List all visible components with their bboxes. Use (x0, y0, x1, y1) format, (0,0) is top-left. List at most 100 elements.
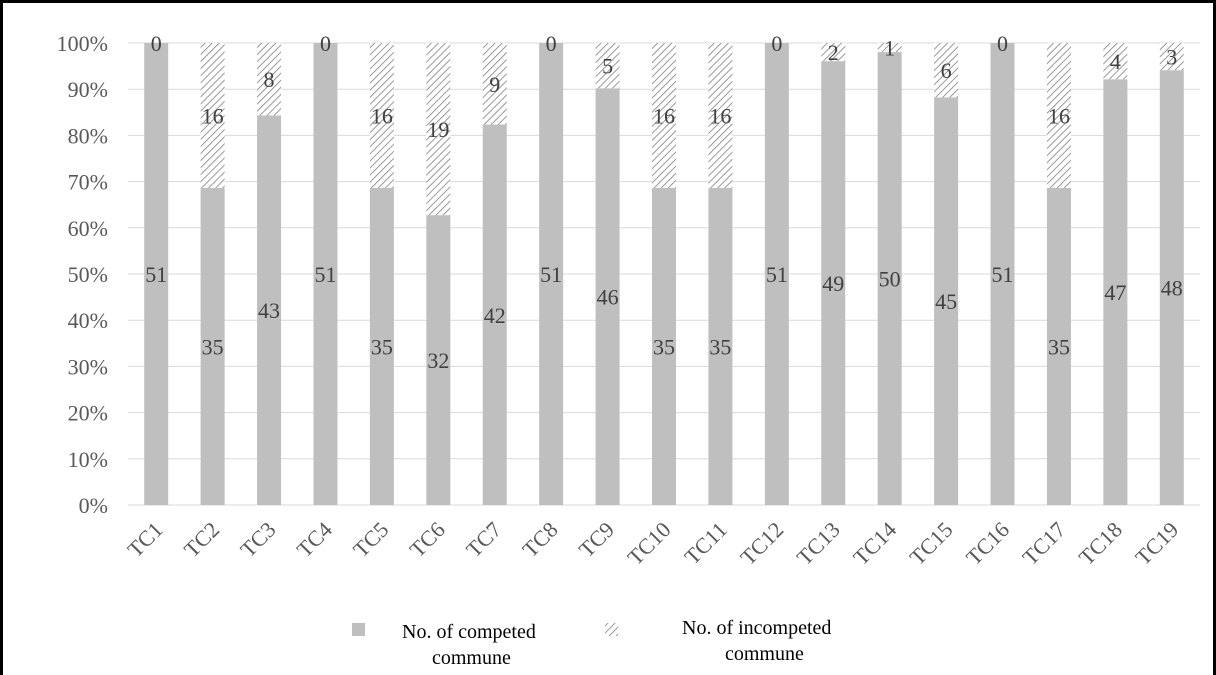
bar-competed (708, 187, 733, 506)
bar-incompeted (934, 43, 959, 98)
data-label-competed: 35 (653, 334, 675, 359)
bar-incompeted (708, 43, 733, 188)
x-tick-label: TC12 (735, 517, 788, 570)
bar-incompeted (426, 43, 451, 216)
x-tick-label: TC18 (1074, 517, 1127, 570)
data-label-competed: 43 (258, 298, 280, 323)
data-label-competed: 51 (540, 262, 562, 287)
bar-incompeted (257, 43, 282, 116)
data-label-competed: 46 (597, 285, 619, 310)
x-tick-label: TC11 (679, 517, 732, 570)
data-label-competed: 32 (427, 348, 449, 373)
bar-competed (144, 43, 169, 505)
data-label-competed: 35 (709, 334, 731, 359)
x-tick-label: TC1 (122, 517, 167, 562)
x-tick-label: TC9 (574, 517, 619, 562)
data-label-competed: 35 (371, 334, 393, 359)
y-tick-label: 30% (68, 354, 108, 379)
x-tick-label: TC5 (348, 517, 393, 562)
bar-incompeted (595, 43, 620, 89)
data-label-competed: 51 (145, 262, 167, 287)
legend-label-competed-line1: No. of competed (402, 621, 536, 643)
data-label-competed: 48 (1161, 276, 1183, 301)
bar-incompeted (652, 43, 676, 188)
data-label-incompeted: 16 (371, 103, 393, 128)
data-label-incompeted: 0 (546, 31, 557, 56)
legend-label-incompeted-line1: No. of incompeted (682, 617, 831, 639)
x-tick-label: TC2 (179, 517, 224, 562)
data-label-incompeted: 16 (202, 103, 224, 128)
bar-incompeted (482, 43, 507, 125)
data-label-competed: 49 (822, 271, 844, 296)
x-tick-label: TC6 (405, 517, 450, 562)
data-label-incompeted: 16 (709, 103, 731, 128)
bar-competed (1103, 79, 1128, 505)
data-label-incompeted: 16 (653, 103, 675, 128)
y-tick-label: 90% (68, 77, 108, 102)
data-label-competed: 47 (1104, 280, 1126, 305)
data-label-incompeted: 0 (997, 31, 1008, 56)
bar-incompeted (369, 43, 394, 188)
legend-label-incompeted-line2: commune (725, 643, 804, 665)
bar-incompeted (821, 43, 846, 62)
legend-swatch-incompeted (605, 623, 618, 636)
bar-competed (595, 88, 620, 505)
data-label-competed: 51 (992, 262, 1014, 287)
data-label-competed: 51 (314, 262, 336, 287)
bar-competed (200, 187, 225, 506)
data-label-competed: 51 (766, 262, 788, 287)
bar-incompeted (1103, 43, 1128, 80)
bar-incompeted (1159, 43, 1184, 71)
y-tick-label: 80% (68, 123, 108, 148)
data-label-incompeted: 4 (1110, 49, 1121, 74)
bar-competed (990, 43, 1015, 505)
data-label-incompeted: 0 (320, 31, 331, 56)
bar-competed (1159, 70, 1184, 506)
bar-competed (877, 52, 902, 505)
y-tick-label: 10% (68, 447, 108, 472)
bar-competed (257, 115, 282, 506)
y-tick-label: 40% (68, 308, 108, 333)
bar-incompeted (877, 43, 902, 53)
x-tick-label: TC16 (961, 517, 1014, 570)
y-tick-label: 100% (57, 31, 108, 56)
data-label-competed: 35 (202, 334, 224, 359)
x-tick-label: TC3 (235, 517, 280, 562)
bar-competed (482, 124, 507, 505)
data-label-incompeted: 19 (427, 117, 449, 142)
y-tick-label: 0% (79, 493, 108, 518)
data-label-competed: 42 (484, 303, 506, 328)
data-label-incompeted: 8 (264, 67, 275, 92)
data-label-incompeted: 9 (489, 72, 500, 97)
data-label-incompeted: 0 (151, 31, 162, 56)
bar-competed (539, 43, 564, 505)
data-label-incompeted: 0 (771, 31, 782, 56)
bar-competed (426, 215, 451, 505)
x-tick-label: TC19 (1130, 517, 1183, 570)
data-label-competed: 50 (879, 267, 901, 292)
bar-competed (313, 43, 338, 505)
legend: No. of competed commune No. of incompete… (352, 617, 831, 669)
x-tick-label: TC15 (905, 517, 958, 570)
y-tick-label: 60% (68, 216, 108, 241)
data-label-competed: 35 (1048, 334, 1070, 359)
bar-competed (1046, 187, 1071, 506)
data-label-incompeted: 2 (828, 40, 839, 65)
y-axis: 0% 10% 20% 30% 40% 50% 60% 70% 80% 90% 100% (57, 31, 108, 518)
bar-competed (934, 97, 959, 506)
x-tick-label: TC13 (792, 517, 845, 570)
bar-competed (652, 187, 676, 506)
x-tick-label: TC8 (517, 517, 562, 562)
data-label-competed: 45 (935, 289, 957, 314)
y-tick-label: 20% (68, 401, 108, 426)
x-tick-label: TC10 (622, 517, 675, 570)
x-tick-label: TC4 (292, 517, 337, 562)
data-label-incompeted: 16 (1048, 103, 1070, 128)
bar-incompeted (200, 43, 225, 188)
bar-incompeted (1046, 43, 1071, 188)
bars (144, 43, 1184, 506)
bar-competed (764, 43, 789, 505)
data-label-incompeted: 6 (941, 58, 952, 83)
legend-swatch-competed (352, 623, 365, 636)
